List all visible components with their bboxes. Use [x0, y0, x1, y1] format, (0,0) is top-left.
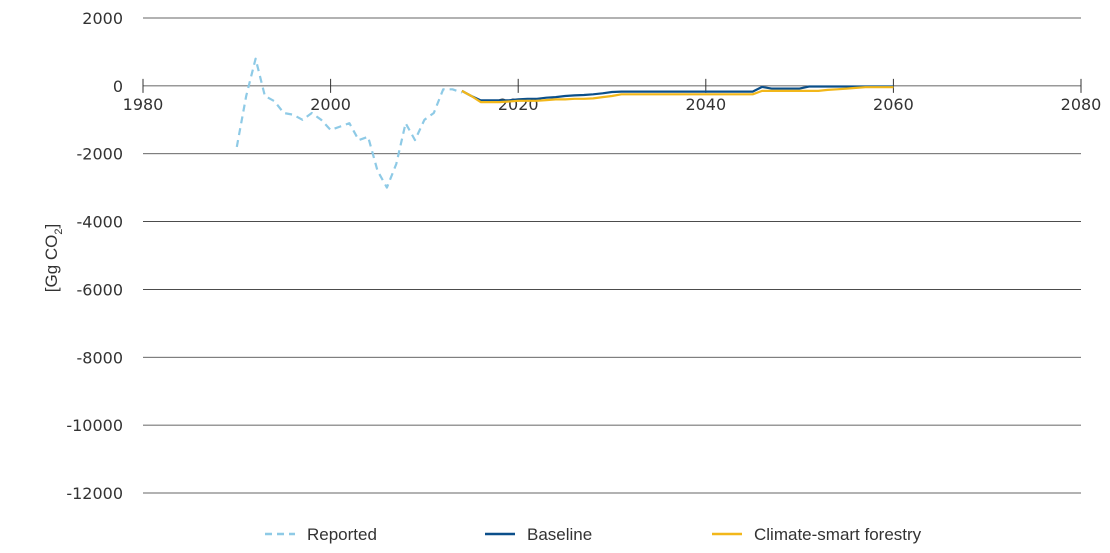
y-tick-label: -4000: [77, 213, 124, 232]
y-tick-label: -2000: [77, 145, 124, 164]
y-tick-label: -12000: [66, 484, 123, 503]
x-tick-label: 2080: [1061, 95, 1102, 114]
y-axis-title-main: [Gg CO: [42, 235, 61, 293]
series-line-2: [461, 85, 894, 102]
y-tick-label: -8000: [77, 348, 124, 367]
gridlines: [143, 17, 1081, 494]
x-tick-label: 1980: [123, 95, 164, 114]
series-line-1: [235, 57, 463, 189]
y-tick-label: -10000: [66, 416, 123, 435]
y-tick-labels: 2000 0 -2000 -4000 -6000 -8000 -10000 -12000: [66, 9, 123, 503]
y-axis-title: [Gg CO2]: [42, 224, 65, 292]
x-tick-label: 2060: [873, 95, 914, 114]
legend-label: Climate-smart forestry: [754, 525, 922, 544]
y-tick-label: 0: [113, 77, 123, 96]
x-tick-label: 2040: [685, 95, 726, 114]
legend-label: Reported: [307, 525, 377, 544]
y-axis-title-close: ]: [42, 224, 61, 229]
series-lines: [235, 57, 894, 189]
y-axis-title-subscript: 2: [53, 228, 65, 234]
legend-label: Baseline: [527, 525, 592, 544]
legend: Reported Baseline Climate-smart forestry: [265, 525, 922, 544]
x-tick-label: 2000: [310, 95, 351, 114]
y-tick-label: -6000: [77, 280, 124, 299]
x-axis: 1980 2000 2020 2040 2060 2080: [123, 78, 1102, 114]
series-line-3: [461, 86, 894, 104]
y-tick-label: 2000: [82, 9, 123, 28]
